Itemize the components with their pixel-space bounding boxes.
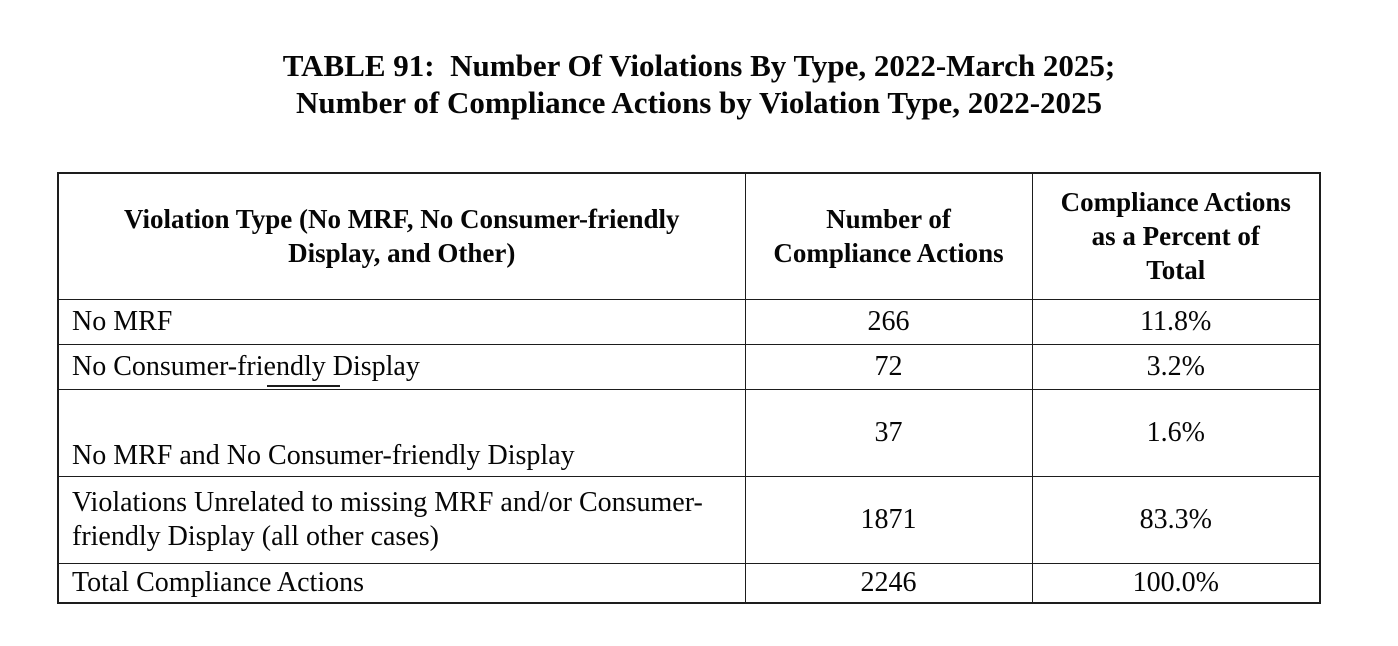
- table-row-no-mrf: No MRF 266 11.8%: [57, 298, 1321, 345]
- header-percent-of-total: Compliance Actions as a Percent of Total: [1031, 172, 1321, 300]
- header-percent-line-2: as a Percent of: [1091, 221, 1260, 252]
- percent-of-total-cell: 11.8%: [1031, 298, 1321, 345]
- header-percent-line-1: Compliance Actions: [1060, 187, 1291, 218]
- table-header-row: Violation Type (No MRF, No Consumer-frie…: [57, 172, 1321, 300]
- header-percent-line-3: Total: [1146, 255, 1206, 286]
- violation-type-text: No Consumer-friendly Display: [72, 350, 420, 382]
- percent-of-total-cell: 1.6%: [1031, 388, 1321, 477]
- table-title-line-1: TABLE 91: Number Of Violations By Type, …: [282, 48, 1116, 83]
- violation-type-cell: No MRF and No Consumer-friendly Display: [57, 388, 746, 477]
- compliance-actions-table: Violation Type (No MRF, No Consumer-frie…: [57, 172, 1321, 604]
- violation-type-cell: Total Compliance Actions: [57, 562, 746, 604]
- compliance-actions-cell: 1871: [744, 475, 1033, 564]
- compliance-actions-cell: 72: [744, 343, 1033, 390]
- compliance-actions-cell: 37: [744, 388, 1033, 477]
- header-violation-type-line-2: Display, and Other): [288, 238, 516, 269]
- header-violation-type: Violation Type (No MRF, No Consumer-frie…: [57, 172, 746, 300]
- percent-of-total-cell: 83.3%: [1031, 475, 1321, 564]
- underline-artifact: [267, 384, 340, 387]
- violation-type-cell: No Consumer-friendly Display: [57, 343, 746, 390]
- compliance-actions-cell: 266: [744, 298, 1033, 345]
- table-title: TABLE 91: Number Of Violations By Type, …: [0, 47, 1398, 121]
- header-number-line-1: Number of: [826, 204, 951, 235]
- table-row-violations-unrelated: Violations Unrelated to missing MRF and/…: [57, 475, 1321, 564]
- header-number-line-2: Compliance Actions: [773, 238, 1004, 269]
- header-violation-type-line-1: Violation Type (No MRF, No Consumer-frie…: [124, 204, 680, 235]
- violation-type-cell: No MRF: [57, 298, 746, 345]
- table-row-no-consumer-friendly-display: No Consumer-friendly Display 72 3.2%: [57, 343, 1321, 390]
- table-row-total: Total Compliance Actions 2246 100.0%: [57, 562, 1321, 604]
- percent-of-total-cell: 100.0%: [1031, 562, 1321, 604]
- header-number-of-compliance-actions: Number of Compliance Actions: [744, 172, 1033, 300]
- table-title-line-2: Number of Compliance Actions by Violatio…: [295, 85, 1103, 120]
- violation-type-cell: Violations Unrelated to missing MRF and/…: [57, 475, 746, 564]
- compliance-actions-cell: 2246: [744, 562, 1033, 604]
- table-row-no-mrf-and-no-display: No MRF and No Consumer-friendly Display …: [57, 388, 1321, 477]
- percent-of-total-cell: 3.2%: [1031, 343, 1321, 390]
